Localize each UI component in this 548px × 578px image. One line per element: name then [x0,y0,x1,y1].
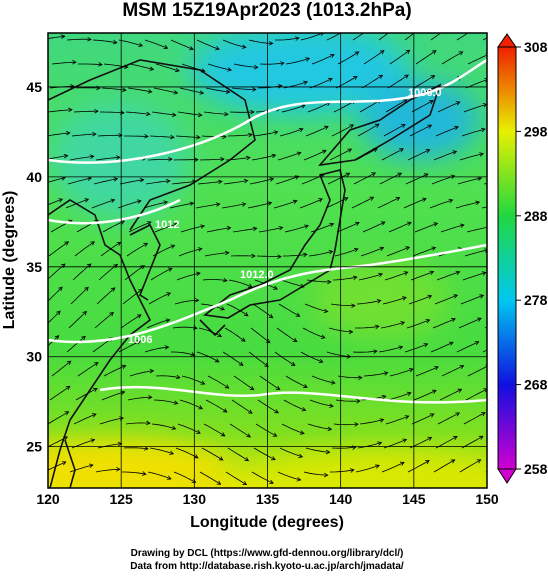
colorbar: 258 268 278 288 298 308 [498,34,548,483]
streamline-arrow [501,29,505,33]
colorbar-tick-label: 278 [524,292,548,308]
x-tick-label: 120 [36,491,60,507]
colorbar-tick-label: 298 [524,123,548,139]
x-axis-label: Longitude (degrees) [190,514,344,531]
contour-label: 1012 [155,219,179,231]
streamline-arrow [369,26,373,30]
chart-title: MSM 15Z19Apr2023 (1013.2hPa) [122,0,411,21]
streamline-arrow [344,29,348,32]
x-tick-label: 150 [475,491,499,507]
colorbar-tick-label: 308 [524,39,548,55]
x-tick-label: 125 [109,491,133,507]
credit: Drawing by DCL (https://www.gfd-dennou.o… [131,548,404,559]
y-tick-label: 35 [26,259,42,275]
colorbar-tick-label: 258 [524,461,548,477]
y-axis-label: Latitude (degrees) [1,191,18,330]
x-tick-label: 140 [329,491,353,507]
contour-label: 1006 [128,334,152,346]
x-tick-label: 130 [183,491,207,507]
colorbar-tick-label: 268 [524,377,548,393]
y-tick-label: 40 [26,169,42,185]
streamline-arrow [446,26,450,30]
streamline-arrow [420,25,424,29]
credit: Data from http://database.rish.kyoto-u.a… [130,561,404,572]
x-tick-label: 145 [402,491,426,507]
map-field: 1006.0 1012.0 1012 1006 [0,25,517,505]
contour-label: 1006.0 [408,87,442,99]
streamline-arrow [473,27,477,30]
y-tick-label: 30 [26,349,42,365]
colorbar-tick-label: 288 [524,208,548,224]
y-tick-label: 25 [26,439,42,455]
contour-label: 1012.0 [240,269,274,281]
x-tick-label: 135 [256,491,280,507]
y-tick-label: 45 [26,79,42,95]
streamline-arrow [394,25,398,29]
